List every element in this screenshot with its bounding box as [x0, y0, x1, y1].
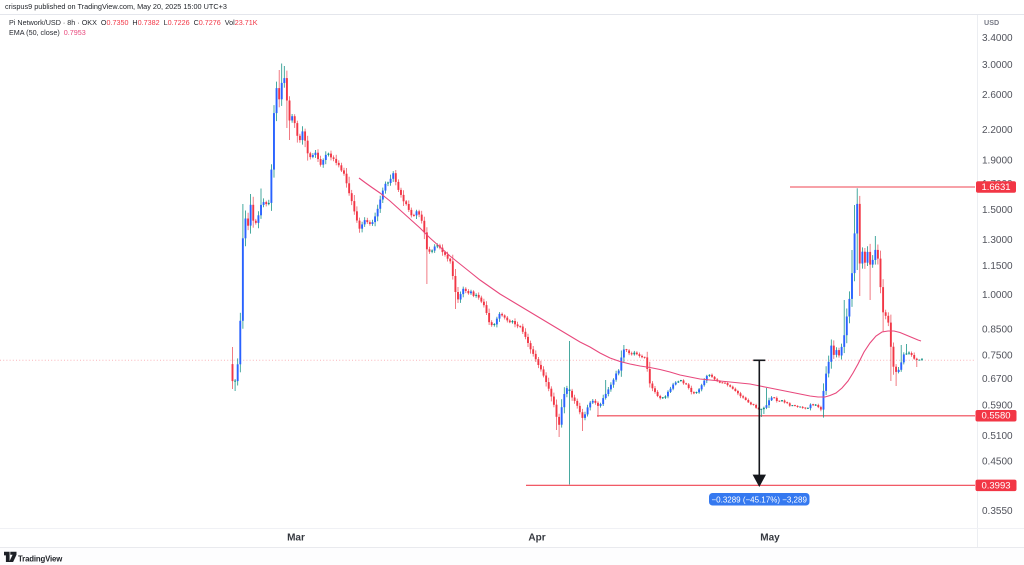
svg-text:2.6000: 2.6000	[982, 90, 1013, 101]
svg-text:2.2000: 2.2000	[982, 125, 1013, 136]
svg-text:0.3993: 0.3993	[981, 480, 1010, 491]
svg-text:0.7500: 0.7500	[982, 351, 1013, 362]
svg-text:May: May	[760, 533, 780, 544]
svg-text:0.4500: 0.4500	[982, 457, 1013, 468]
svg-text:1.3000: 1.3000	[982, 235, 1013, 246]
svg-text:Mar: Mar	[287, 533, 305, 544]
svg-text:1.5000: 1.5000	[982, 205, 1013, 216]
svg-text:0.5900: 0.5900	[982, 400, 1013, 411]
svg-text:EMA (50, close) 0.7953: EMA (50, close) 0.7953	[9, 28, 86, 37]
svg-text:0.6700: 0.6700	[982, 374, 1013, 385]
svg-text:1.9000: 1.9000	[982, 156, 1013, 167]
svg-text:crispus9 published on TradingV: crispus9 published on TradingView.com, M…	[5, 2, 227, 11]
svg-text:1.6631: 1.6631	[981, 182, 1010, 193]
svg-text:3.4000: 3.4000	[982, 33, 1013, 44]
svg-text:3.0000: 3.0000	[982, 60, 1013, 71]
svg-text:0.5100: 0.5100	[982, 431, 1013, 442]
svg-text:TradingView: TradingView	[18, 554, 63, 563]
svg-text:USD: USD	[984, 18, 999, 27]
svg-text:1.0000: 1.0000	[982, 290, 1013, 301]
svg-text:0.5580: 0.5580	[981, 411, 1010, 422]
svg-text:1.1500: 1.1500	[982, 261, 1013, 272]
svg-text:0.3550: 0.3550	[982, 506, 1013, 517]
svg-text:0.8500: 0.8500	[982, 324, 1013, 335]
svg-text:Apr: Apr	[528, 533, 545, 544]
svg-text:−0.3289 (−45.17%) −3,289: −0.3289 (−45.17%) −3,289	[711, 495, 807, 504]
svg-text:Pi Network/USD · 8h · OKX O0.: Pi Network/USD · 8h · OKX O0.7350 H0.738…	[9, 18, 258, 27]
